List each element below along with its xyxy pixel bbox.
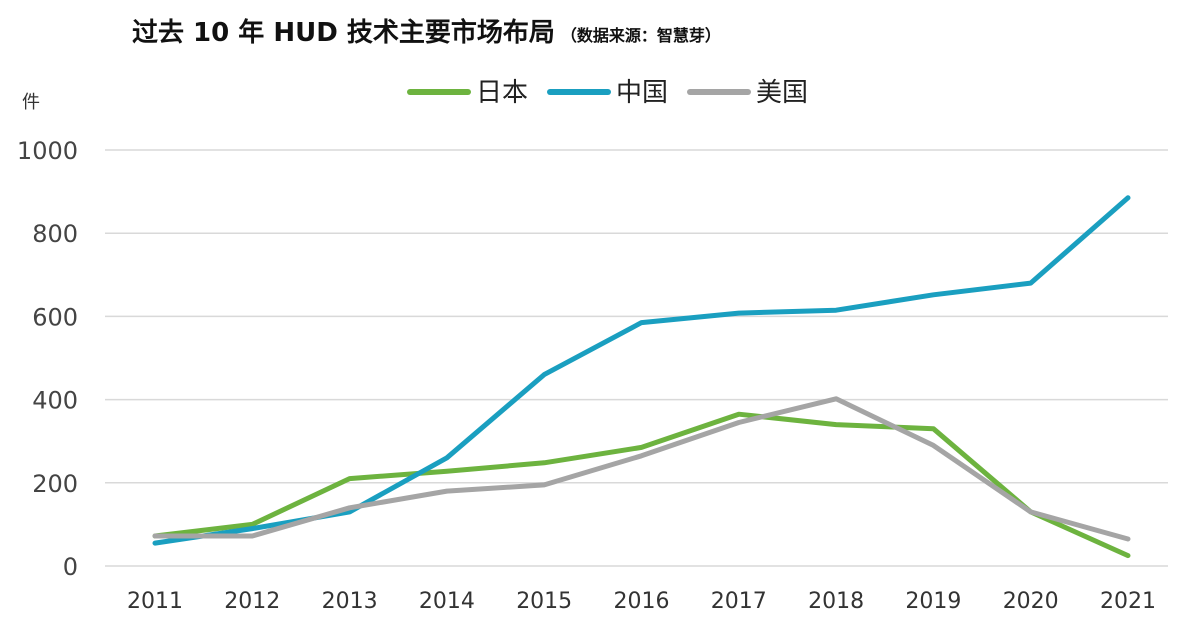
- y-tick-label: 200: [32, 470, 78, 498]
- x-tick-label: 2015: [516, 589, 572, 614]
- chart-subtitle: （数据来源：智慧芽）: [560, 26, 721, 45]
- legend-label: 美国: [756, 78, 808, 108]
- legend-label: 中国: [616, 78, 668, 108]
- y-tick-label: 1000: [17, 137, 78, 165]
- series-layer: [152, 195, 1131, 559]
- x-tick-label: 2017: [711, 589, 767, 614]
- x-tick-label: 2019: [905, 589, 961, 614]
- legend: 日本 中国 美国: [407, 78, 808, 108]
- y-tick-label: 600: [32, 303, 78, 331]
- grid-layer: [105, 149, 1168, 567]
- series-line-1: [152, 195, 1131, 546]
- legend-item-2: 美国: [687, 78, 808, 108]
- legend-label: 日本: [476, 78, 528, 108]
- legend-item-1: 中国: [547, 78, 668, 108]
- x-tick-label: 2020: [1003, 589, 1059, 614]
- chart-title-text: 过去 10 年 HUD 技术主要市场布局: [132, 18, 555, 48]
- x-tick-label: 2021: [1100, 589, 1156, 614]
- series-line-0: [152, 411, 1131, 559]
- chart-title: 过去 10 年 HUD 技术主要市场布局 （数据来源：智慧芽）: [132, 12, 721, 49]
- x-tick-label: 2012: [224, 589, 280, 614]
- y-axis-unit-label: 件: [22, 92, 40, 113]
- legend-item-0: 日本: [407, 78, 528, 108]
- x-tick-label: 2014: [419, 589, 475, 614]
- x-tick-label: 2011: [127, 589, 183, 614]
- axis-layer: 0 200 400 600 800 1000 2011 2012 2013 2014 2015 201…: [17, 137, 1156, 614]
- x-tick-label: 2016: [614, 589, 670, 614]
- y-tick-label: 0: [63, 553, 78, 581]
- x-tick-label: 2013: [322, 589, 378, 614]
- y-tick-label: 400: [32, 387, 78, 415]
- y-tick-label: 800: [32, 220, 78, 248]
- x-tick-label: 2018: [808, 589, 864, 614]
